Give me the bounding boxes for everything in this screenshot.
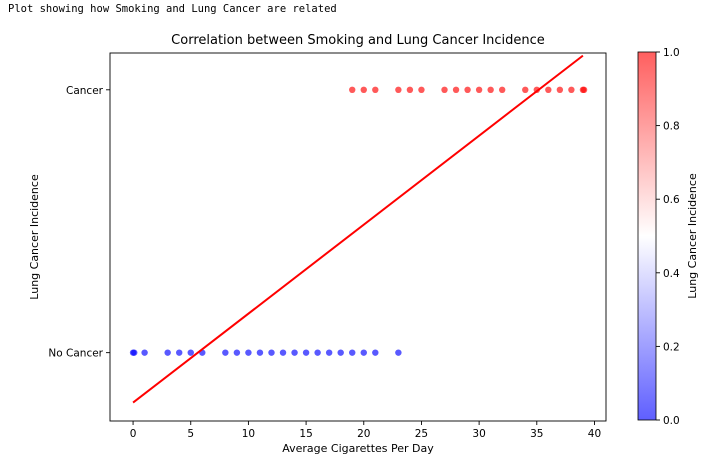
point-cancer-5 [418,86,425,94]
colorbar-ticks: 0.0 0.2 0.4 0.6 0.8 1.0 [656,47,680,427]
point-no-cancer-10 [256,349,264,356]
colorbar-tick-label-3: 0.6 [663,194,680,206]
point-no-cancer-15 [314,349,321,356]
point-no-cancer-3 [164,349,171,356]
colorbar-tick-label-5: 1.0 [663,47,680,59]
y-axis-label: Lung Cancer Incidence [28,174,41,300]
point-cancer-18 [580,86,588,94]
point-no-cancer-14 [302,349,310,356]
x-tick-label-40: 40 [588,428,601,440]
point-cancer-14 [545,86,552,94]
point-cancer-0 [349,86,356,94]
regression-line [132,54,584,404]
point-no-cancer-20 [372,349,379,356]
point-no-cancer-5 [187,349,194,356]
point-no-cancer-9 [245,349,252,356]
point-cancer-1 [360,86,367,94]
point-cancer-9 [475,86,483,94]
plot-frame [109,52,607,422]
colorbar-tick-label-1: 0.2 [663,341,680,353]
x-tick-label-30: 30 [472,428,485,440]
point-no-cancer-17 [337,349,344,356]
point-cancer-2 [372,86,379,94]
x-tick-label-25: 25 [415,428,428,440]
point-no-cancer-21 [395,349,402,356]
point-cancer-12 [522,86,529,94]
point-no-cancer-13 [291,349,298,356]
x-tick-label-20: 20 [357,428,370,440]
x-tick-label-5: 5 [187,428,194,440]
chart-title: Correlation between Smoking and Lung Can… [171,33,545,48]
point-cancer-16 [568,86,575,94]
colorbar-label: Lung Cancer Incidence [686,173,699,299]
y-tick-label-0: No Cancer [48,348,103,360]
colorbar-gradient [637,51,657,421]
point-cancer-6 [441,86,448,94]
point-cancer-4 [406,86,414,94]
point-cancer-8 [464,86,471,94]
colorbar-tick-label-4: 0.8 [663,121,680,133]
x-tick-label-15: 15 [299,428,312,440]
x-axis-label: Average Cigarettes Per Day [282,442,434,455]
point-no-cancer-11 [268,349,275,356]
point-no-cancer-12 [279,349,287,356]
colorbar-tick-label-0: 0.0 [663,415,680,427]
colorbar-tick-label-2: 0.4 [663,268,680,280]
point-no-cancer-1 [131,349,138,356]
point-no-cancer-2 [141,349,148,356]
colorbar: 0.0 0.2 0.4 0.6 0.8 1.0 Lung Cancer Incidence [637,47,699,427]
point-cancer-10 [487,86,494,94]
y-tick-label-1: Cancer [66,85,104,97]
point-no-cancer-8 [233,349,241,356]
point-no-cancer-4 [176,349,183,356]
plot-area [129,54,588,404]
x-tick-label-0: 0 [130,428,137,440]
y-axis: No Cancer Cancer [48,85,110,360]
point-cancer-15 [556,86,564,94]
point-no-cancer-19 [360,349,367,356]
point-cancer-7 [452,86,460,94]
point-no-cancer-18 [349,349,356,356]
x-tick-label-35: 35 [530,428,543,440]
point-cancer-11 [498,86,506,94]
point-no-cancer-16 [325,349,333,356]
x-tick-label-10: 10 [242,428,255,440]
point-no-cancer-7 [222,349,229,356]
plot-caption: Plot showing how Smoking and Lung Cancer… [8,3,337,15]
point-cancer-3 [395,86,402,94]
x-axis: 0 5 10 15 20 25 30 35 40 [130,421,601,440]
